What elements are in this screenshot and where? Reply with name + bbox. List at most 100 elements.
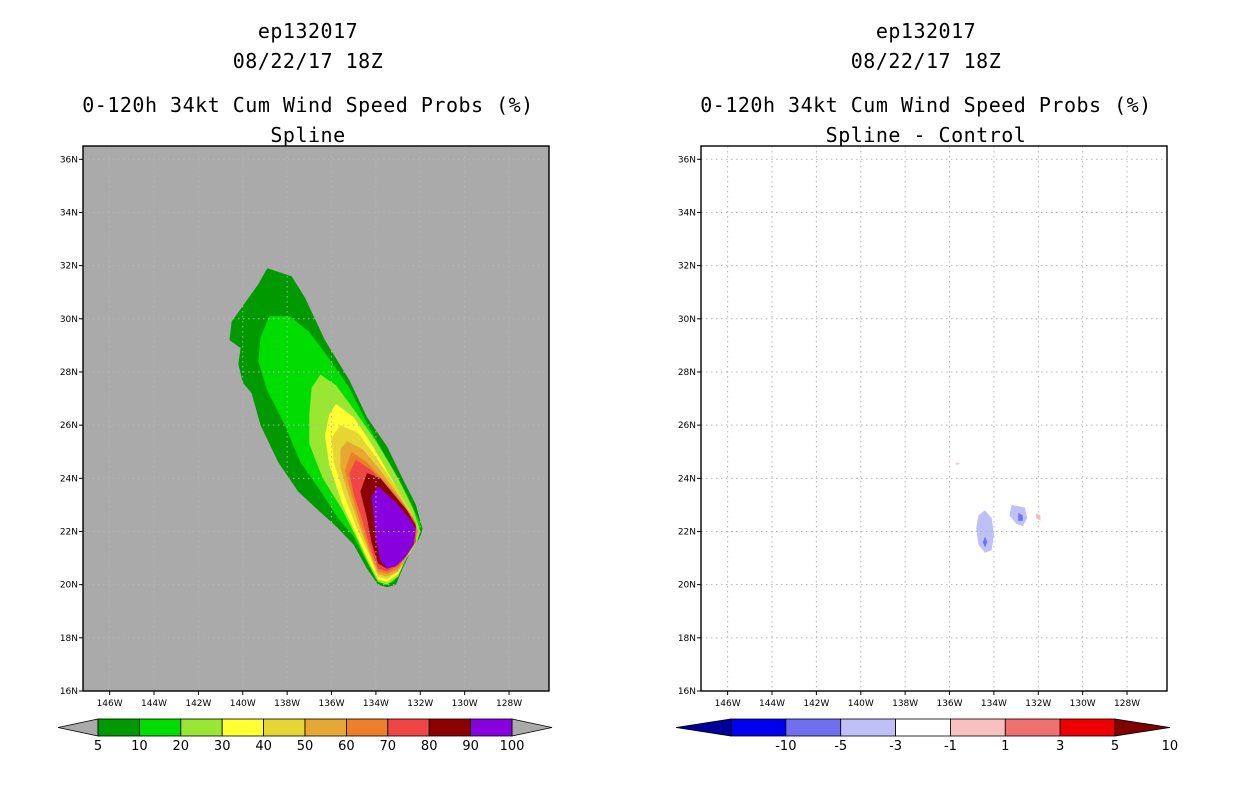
left-colorbar-right-arrow	[511, 718, 553, 737]
right-colorbar-label: -3	[889, 739, 902, 754]
left-y-tick-label: 30N	[60, 315, 78, 325]
left-y-tick-label: 22N	[60, 527, 78, 537]
left-map-frame	[82, 145, 550, 692]
right-map-frame	[700, 145, 1168, 692]
right-contour-neg3	[1018, 512, 1023, 521]
right-y-tick-label: 34N	[678, 208, 696, 218]
right-y-tick-label: 22N	[678, 527, 696, 537]
right-colorbar-box	[950, 718, 1006, 737]
right-contour-neg3	[982, 536, 988, 548]
left-colorbar-label: 60	[338, 739, 355, 754]
left-colorbar-box	[304, 718, 347, 737]
left-colorbar-label: 50	[297, 739, 314, 754]
right-x-tick-label: 146W	[715, 699, 741, 709]
right-contour-layer	[956, 462, 1041, 553]
left-colorbar-label: 90	[462, 739, 479, 754]
right-contour-1	[956, 462, 961, 465]
right-colorbar-left-arrow	[675, 718, 732, 737]
left-x-tick-label: 142W	[185, 699, 211, 709]
right-y-tick-label: 32N	[678, 262, 696, 272]
right-title-storm-id: ep132017	[875, 19, 977, 43]
left-y-tick-label: 32N	[60, 262, 78, 272]
left-title-date: 08/22/17 18Z	[232, 49, 384, 73]
left-x-tick-label: 132W	[407, 699, 433, 709]
left-colorbar: 5 10 20 30 40 50 60 70 80 90 100	[57, 718, 553, 754]
left-colorbar-label: 70	[380, 739, 397, 754]
left-grid	[83, 146, 549, 692]
left-colorbar-box	[97, 718, 140, 737]
left-colorbar-box	[138, 718, 182, 737]
left-colorbar-box	[263, 718, 306, 737]
right-chart-title: ep132017 08/22/17 18Z 0-120h 34kt Cum Wi…	[646, 16, 1206, 150]
left-title-storm-id: ep132017	[257, 19, 359, 43]
left-colorbar-label: 40	[255, 739, 272, 754]
right-y-tick-label: 26N	[678, 421, 696, 431]
right-colorbar-box	[1059, 718, 1116, 737]
left-y-tick-label: 18N	[60, 634, 78, 644]
right-map-background	[701, 146, 1167, 691]
right-grid	[701, 146, 1167, 692]
left-y-tick-label: 20N	[60, 581, 78, 591]
left-colorbar-box	[387, 718, 430, 737]
right-colorbar-label: 3	[1056, 739, 1064, 754]
left-colorbar-label: 80	[421, 739, 438, 754]
left-colorbar-box	[221, 718, 264, 737]
right-colorbar-label: 10	[1162, 739, 1179, 754]
left-colorbar-left-arrow	[57, 718, 99, 737]
right-y-tick-label: 18N	[678, 634, 696, 644]
left-y-tick-label: 36N	[60, 155, 78, 165]
right-x-tick-label: 130W	[1070, 699, 1096, 709]
right-map-panel: 146W 144W 142W 140W 138W 136W 134W 132W 130W 128W…	[678, 145, 1168, 709]
left-y-tick-label: 28N	[60, 368, 78, 378]
left-colorbar-label: 5	[94, 739, 102, 754]
left-contour-90	[371, 486, 416, 569]
right-x-tick-label: 134W	[981, 699, 1007, 709]
right-y-tick-label: 24N	[678, 474, 696, 484]
left-y-tick-label: 34N	[60, 208, 78, 218]
left-y-tick-label: 24N	[60, 474, 78, 484]
right-y-tick-label: 30N	[678, 315, 696, 325]
left-x-tick-label: 136W	[318, 699, 344, 709]
left-title-product: 0-120h 34kt Cum Wind Speed Probs (%)	[82, 93, 534, 117]
left-colorbar-label: 100	[500, 739, 525, 754]
left-contour-layer	[229, 268, 423, 588]
right-title-date: 08/22/17 18Z	[850, 49, 1002, 73]
right-x-tick-label: 144W	[759, 699, 785, 709]
right-x-tick-label: 128W	[1114, 699, 1140, 709]
right-colorbar: -10 -5 -3 -1 1 3 5 10	[675, 718, 1179, 754]
right-x-tick-label: 140W	[848, 699, 874, 709]
left-colorbar-label: 20	[173, 739, 190, 754]
right-title-method: Spline - Control	[825, 123, 1027, 147]
left-y-tick-label: 16N	[60, 687, 78, 697]
left-x-tick-label: 128W	[496, 699, 522, 709]
left-x-tick-label: 146W	[97, 699, 123, 709]
left-title-method: Spline	[270, 123, 346, 147]
right-x-tick-label: 138W	[892, 699, 918, 709]
right-contour-neg1	[976, 510, 994, 553]
left-colorbar-box	[345, 718, 389, 737]
left-y-tick-label: 26N	[60, 421, 78, 431]
right-colorbar-box	[895, 718, 951, 737]
left-chart-title: ep132017 08/22/17 18Z 0-120h 34kt Cum Wi…	[28, 16, 588, 150]
left-x-tick-label: 130W	[452, 699, 478, 709]
right-y-tick-label: 20N	[678, 581, 696, 591]
left-x-tick-label: 144W	[141, 699, 167, 709]
right-colorbar-box	[1004, 718, 1061, 737]
right-colorbar-right-arrow	[1114, 718, 1171, 737]
right-colorbar-label: -10	[775, 739, 796, 754]
left-colorbar-box	[428, 718, 472, 737]
left-map-panel: 146W 144W 142W 140W 138W 136W 134W 132W 130W 128W…	[60, 145, 550, 709]
left-x-tick-label: 140W	[230, 699, 256, 709]
right-colorbar-label: -1	[944, 739, 957, 754]
right-colorbar-label: 5	[1111, 739, 1119, 754]
left-colorbar-label: 30	[214, 739, 231, 754]
right-colorbar-box	[840, 718, 896, 737]
right-x-tick-label: 136W	[936, 699, 962, 709]
right-colorbar-box	[730, 718, 787, 737]
right-y-tick-label: 28N	[678, 368, 696, 378]
right-colorbar-label: -5	[834, 739, 847, 754]
right-x-tick-label: 132W	[1025, 699, 1051, 709]
right-title-product: 0-120h 34kt Cum Wind Speed Probs (%)	[700, 93, 1152, 117]
left-colorbar-box	[470, 718, 513, 737]
